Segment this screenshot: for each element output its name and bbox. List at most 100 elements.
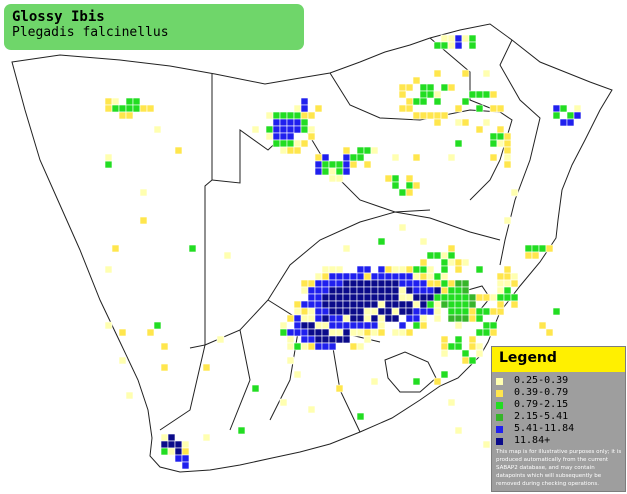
- sighting-cell: [370, 307, 379, 316]
- sighting-cell: [321, 293, 330, 302]
- sighting-cell: [524, 251, 533, 260]
- sighting-cell: [300, 328, 309, 337]
- sighting-cell: [265, 111, 274, 120]
- sighting-cell: [279, 139, 288, 148]
- sighting-cell: [384, 279, 393, 288]
- sighting-cell: [475, 125, 484, 134]
- sighting-cell: [321, 328, 330, 337]
- sighting-cell: [335, 286, 344, 295]
- sighting-cell: [293, 104, 302, 113]
- sighting-cell: [335, 328, 344, 337]
- sighting-cell: [510, 293, 519, 302]
- sighting-cell: [307, 405, 316, 414]
- sighting-cell: [391, 293, 400, 302]
- sighting-cell: [440, 300, 449, 309]
- sighting-cell: [405, 328, 414, 337]
- sighting-cell: [321, 160, 330, 169]
- sighting-cell: [363, 160, 372, 169]
- sighting-cell: [447, 286, 456, 295]
- sighting-cell: [328, 342, 337, 351]
- sighting-cell: [321, 314, 330, 323]
- sighting-cell: [279, 125, 288, 134]
- sighting-cell: [468, 34, 477, 43]
- sighting-cell: [321, 265, 330, 274]
- sighting-cell: [356, 146, 365, 155]
- sighting-cell: [433, 377, 442, 386]
- sighting-cell: [286, 356, 295, 365]
- species-scientific-name: Plegadis falcinellus: [12, 25, 169, 40]
- sighting-cell: [489, 293, 498, 302]
- sighting-cell: [363, 272, 372, 281]
- sighting-cell: [314, 272, 323, 281]
- sighting-cell: [335, 321, 344, 330]
- sighting-cell: [447, 314, 456, 323]
- sighting-cell: [475, 293, 484, 302]
- sighting-cell: [307, 279, 316, 288]
- sighting-cell: [223, 251, 232, 260]
- sighting-cell: [384, 265, 393, 274]
- sighting-cell: [454, 139, 463, 148]
- sighting-cell: [328, 174, 337, 183]
- sighting-cell: [328, 314, 337, 323]
- sighting-cell: [433, 90, 442, 99]
- sighting-cell: [328, 321, 337, 330]
- sighting-cell: [125, 111, 134, 120]
- sighting-cell: [468, 41, 477, 50]
- sighting-cell: [510, 188, 519, 197]
- sighting-cell: [440, 272, 449, 281]
- sighting-cell: [426, 251, 435, 260]
- sighting-cell: [293, 125, 302, 134]
- sighting-cell: [153, 321, 162, 330]
- sighting-cell: [356, 293, 365, 302]
- sighting-cell: [454, 258, 463, 267]
- sighting-cell: [391, 307, 400, 316]
- sighting-cell: [447, 251, 456, 260]
- sighting-cell: [454, 293, 463, 302]
- legend-disclaimer: This map is for illustrative purposes on…: [496, 449, 622, 487]
- sighting-cell: [321, 342, 330, 351]
- sighting-cell: [454, 279, 463, 288]
- sighting-cell: [370, 279, 379, 288]
- sighting-cell: [342, 160, 351, 169]
- sighting-cell: [503, 146, 512, 155]
- sighting-cell: [489, 139, 498, 148]
- sighting-cell: [482, 328, 491, 337]
- sighting-cell: [412, 181, 421, 190]
- sighting-cell: [433, 251, 442, 260]
- sighting-cell: [398, 188, 407, 197]
- sighting-cell: [454, 41, 463, 50]
- sighting-cell: [363, 265, 372, 274]
- sighting-cell: [272, 125, 281, 134]
- sighting-cell: [440, 286, 449, 295]
- sighting-cell: [363, 300, 372, 309]
- sighting-cell: [104, 265, 113, 274]
- sighting-cell: [496, 286, 505, 295]
- sighting-cell: [468, 307, 477, 316]
- sighting-cell: [146, 104, 155, 113]
- sighting-cell: [461, 293, 470, 302]
- coastline: [11, 23, 613, 473]
- sighting-cell: [314, 293, 323, 302]
- sighting-cell: [419, 279, 428, 288]
- sighting-cell: [524, 244, 533, 253]
- sighting-cell: [454, 342, 463, 351]
- sighting-cell: [370, 272, 379, 281]
- sighting-cell: [538, 244, 547, 253]
- sighting-cell: [293, 118, 302, 127]
- sighting-cell: [398, 83, 407, 92]
- sighting-cell: [370, 146, 379, 155]
- sighting-cell: [314, 342, 323, 351]
- sighting-cell: [440, 279, 449, 288]
- sighting-cell: [461, 258, 470, 267]
- sighting-cell: [419, 307, 428, 316]
- sighting-cell: [328, 328, 337, 337]
- sighting-cell: [349, 160, 358, 169]
- sighting-cell: [286, 132, 295, 141]
- sighting-cell: [426, 293, 435, 302]
- sighting-cell: [391, 272, 400, 281]
- sighting-cell: [503, 160, 512, 169]
- sighting-cell: [398, 286, 407, 295]
- sighting-cell: [314, 104, 323, 113]
- sighting-cell: [573, 111, 582, 120]
- sighting-cell: [293, 321, 302, 330]
